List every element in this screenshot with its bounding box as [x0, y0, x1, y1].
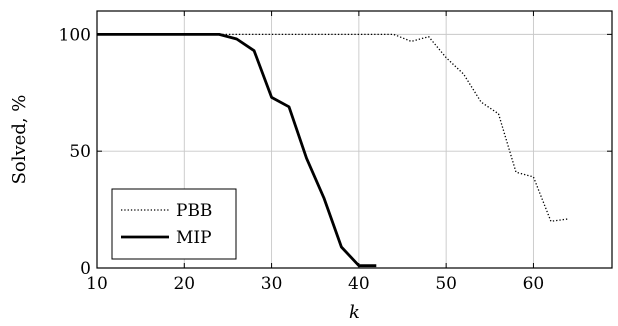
x-tick-label-10: 10 [86, 274, 108, 294]
series-line-mip [97, 33, 377, 268]
legend-box [111, 188, 237, 260]
y-axis-label: Solved, % [9, 95, 30, 185]
x-axis-label: k [349, 302, 360, 323]
series-lines [97, 33, 569, 268]
y-tick-label-100: 100 [59, 25, 91, 45]
x-tick-label-30: 30 [261, 274, 283, 294]
legend-label-mip: MIP [176, 228, 212, 248]
y-tick-label-0: 0 [80, 259, 91, 279]
y-tick-label-50: 50 [69, 142, 91, 162]
plot-frame [96, 10, 613, 269]
axis-ticks: 10 20 30 40 50 60 0 50 100 [59, 11, 612, 294]
legend: PBB MIP [111, 188, 237, 260]
x-tick-label-50: 50 [435, 274, 457, 294]
legend-label-pbb: PBB [176, 201, 212, 221]
x-tick-label-20: 20 [173, 274, 195, 294]
x-tick-label-40: 40 [348, 274, 370, 294]
x-tick-label-60: 60 [523, 274, 545, 294]
